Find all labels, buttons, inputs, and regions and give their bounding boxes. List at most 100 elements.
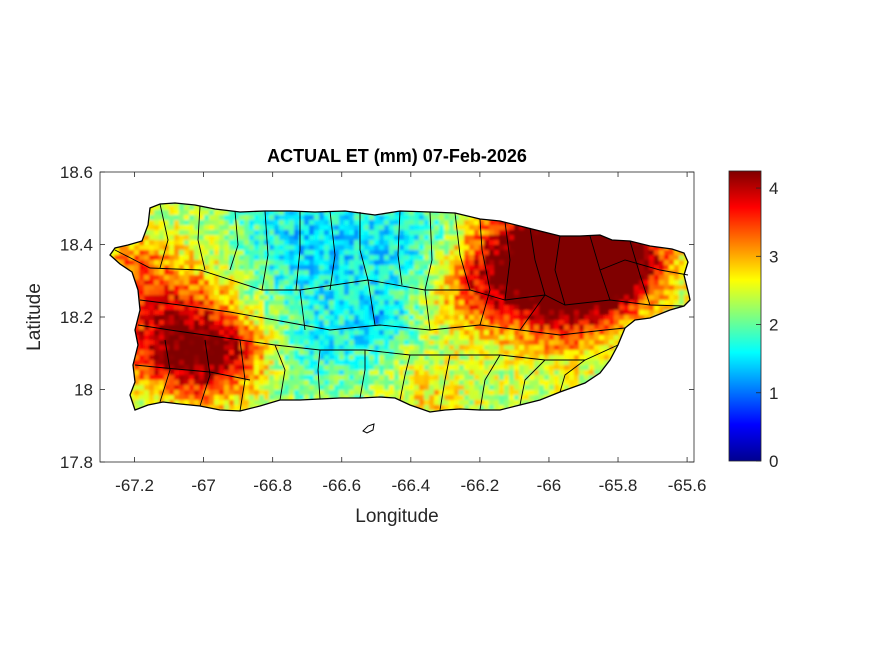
- heat-cell: [529, 245, 535, 251]
- heat-cell: [469, 380, 475, 386]
- heat-cell: [604, 315, 610, 321]
- heat-cell: [409, 360, 415, 366]
- heat-cell: [279, 350, 285, 356]
- heat-cell: [474, 265, 480, 271]
- heat-cell: [324, 295, 330, 301]
- heat-cell: [554, 305, 560, 311]
- heat-cell: [419, 405, 425, 411]
- heat-cell: [329, 315, 335, 321]
- heat-cell: [219, 255, 225, 261]
- heat-cell: [189, 230, 195, 236]
- heat-cell: [569, 245, 575, 251]
- heat-cell: [449, 405, 455, 411]
- heat-cell: [469, 280, 475, 286]
- heat-cell: [449, 255, 455, 261]
- heat-cell: [459, 270, 465, 276]
- heat-cell: [469, 335, 475, 341]
- heat-cell: [214, 360, 220, 366]
- heat-cell: [209, 315, 215, 321]
- heat-cell: [329, 210, 335, 216]
- heat-cell: [134, 245, 140, 251]
- heat-cell: [239, 315, 245, 321]
- heat-cell: [284, 225, 290, 231]
- heat-cell: [529, 320, 535, 326]
- heat-cell: [489, 310, 495, 316]
- heat-cell: [629, 240, 635, 246]
- heat-cell: [464, 360, 470, 366]
- heat-cell: [429, 225, 435, 231]
- heat-cell: [349, 240, 355, 246]
- heat-cell: [514, 310, 520, 316]
- heat-cell: [179, 245, 185, 251]
- heat-cell: [484, 280, 490, 286]
- heat-cell: [574, 245, 580, 251]
- heat-cell: [254, 270, 260, 276]
- heat-cell: [249, 400, 255, 406]
- heat-cell: [204, 250, 210, 256]
- heat-cell: [184, 290, 190, 296]
- heat-cell: [634, 315, 640, 321]
- heat-cell: [164, 210, 170, 216]
- heat-cell: [204, 340, 210, 346]
- heat-cell: [594, 320, 600, 326]
- heat-cell: [384, 325, 390, 331]
- heat-cell: [389, 310, 395, 316]
- heat-cell: [209, 215, 215, 221]
- heat-cell: [264, 315, 270, 321]
- heat-cell: [269, 340, 275, 346]
- heat-cell: [389, 280, 395, 286]
- heat-cell: [204, 225, 210, 231]
- heat-cell: [489, 385, 495, 391]
- heat-cell: [169, 295, 175, 301]
- heat-cell: [594, 280, 600, 286]
- heat-cell: [154, 385, 160, 391]
- heat-cell: [464, 380, 470, 386]
- heat-cell: [144, 310, 150, 316]
- heat-cell: [494, 300, 500, 306]
- heat-cell: [604, 260, 610, 266]
- heat-cell: [579, 310, 585, 316]
- heat-cell: [444, 340, 450, 346]
- heat-cell: [199, 380, 205, 386]
- heat-cell: [149, 280, 155, 286]
- heat-cell: [474, 320, 480, 326]
- heat-cell: [339, 330, 345, 336]
- heat-cell: [619, 305, 625, 311]
- heat-cell: [529, 290, 535, 296]
- heat-cell: [649, 300, 655, 306]
- heat-cell: [159, 340, 165, 346]
- heat-cell: [169, 290, 175, 296]
- heat-cell: [229, 345, 235, 351]
- heat-cell: [399, 275, 405, 281]
- heat-cell: [399, 235, 405, 241]
- heat-cell: [419, 260, 425, 266]
- heat-cell: [469, 325, 475, 331]
- heat-cell: [344, 220, 350, 226]
- heat-cell: [454, 270, 460, 276]
- heat-cell: [134, 355, 140, 361]
- heat-cell: [199, 290, 205, 296]
- heat-cell: [464, 285, 470, 291]
- heat-cell: [409, 265, 415, 271]
- heat-cell: [154, 285, 160, 291]
- heat-cell: [504, 390, 510, 396]
- heat-cell: [294, 285, 300, 291]
- heat-cell: [484, 290, 490, 296]
- heat-cell: [664, 275, 670, 281]
- heat-cell: [389, 225, 395, 231]
- heat-cell: [264, 345, 270, 351]
- heat-cell: [664, 295, 670, 301]
- heat-cell: [339, 370, 345, 376]
- heat-cell: [384, 235, 390, 241]
- heat-cell: [199, 370, 205, 376]
- heat-cell: [234, 360, 240, 366]
- heat-cell: [614, 300, 620, 306]
- heat-cell: [329, 290, 335, 296]
- heat-cell: [504, 340, 510, 346]
- heat-cell: [429, 270, 435, 276]
- heat-cell: [159, 255, 165, 261]
- heat-cell: [609, 280, 615, 286]
- heat-cell: [359, 250, 365, 256]
- heat-cell: [369, 270, 375, 276]
- heat-cell: [139, 330, 145, 336]
